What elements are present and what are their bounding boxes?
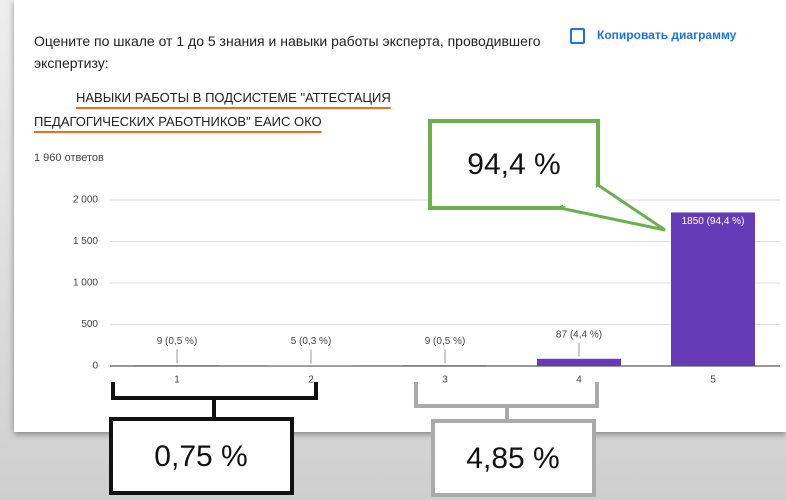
card	[14, 0, 786, 432]
y-tick-label: 0	[92, 361, 98, 372]
value-label: 87 (4,4 %)	[556, 329, 602, 340]
y-tick-label: 1 500	[73, 236, 98, 247]
bracket	[111, 382, 318, 418]
bracket	[414, 382, 599, 420]
y-tick-label: 500	[81, 319, 98, 330]
annotation: 94,4 %	[467, 148, 560, 181]
annotation-box	[431, 419, 596, 497]
callout-gap	[563, 185, 596, 206]
annotation: 0,75 %	[154, 440, 247, 473]
bar	[403, 365, 487, 366]
x-tick-label: 5	[710, 375, 716, 386]
y-tick-label: 1 000	[73, 278, 98, 289]
x-tick-label: 2	[308, 375, 314, 386]
value-label: 5 (0,3 %)	[291, 336, 332, 347]
value-label: 9 (0,5 %)	[157, 336, 198, 347]
copy-button[interactable]: Копировать диаграмму	[570, 28, 736, 44]
responses-count: 1 960 ответов	[34, 152, 104, 164]
copy-label[interactable]: Копировать диаграмму	[597, 28, 737, 43]
question-subtitle: НАВЫКИ РАБОТЫ В ПОДСИСТЕМЕ "АТТЕСТАЦИЯ П…	[34, 90, 391, 129]
value-label: 9 (0,5 %)	[425, 336, 466, 347]
value-label: 1850 (94,4 %)	[682, 216, 745, 227]
x-tick-label: 3	[442, 375, 448, 386]
annotation: 4,85 %	[466, 442, 559, 475]
x-tick-label: 4	[576, 375, 582, 386]
bar	[135, 365, 219, 366]
bar	[671, 212, 755, 366]
annotation-box	[109, 417, 294, 495]
question-title: Оцените по шкале от 1 до 5 знания и навы…	[34, 33, 541, 71]
x-tick-label: 1	[174, 375, 180, 386]
bar	[537, 358, 621, 366]
y-tick-label: 2 000	[73, 195, 98, 206]
